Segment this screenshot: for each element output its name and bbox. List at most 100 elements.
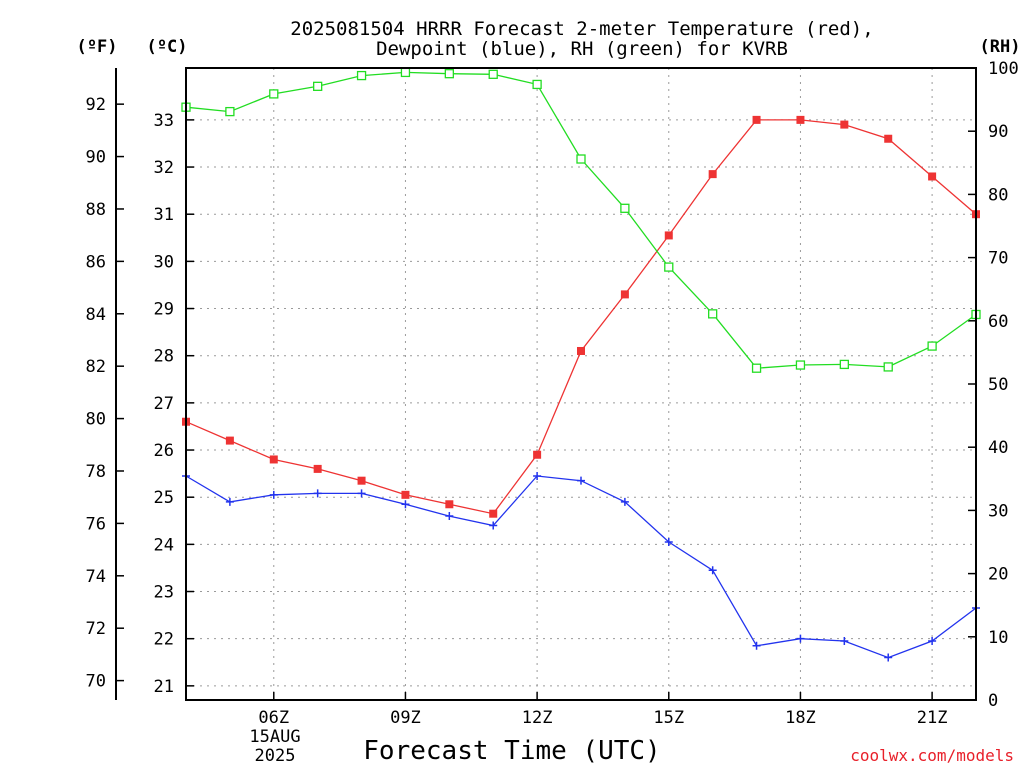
fahrenheit-tick-label: 78 bbox=[86, 462, 106, 482]
rh-point bbox=[313, 81, 323, 91]
rh-tick-label: 90 bbox=[988, 122, 1008, 142]
rh-tick-label: 10 bbox=[988, 628, 1008, 648]
celsius-tick-label: 23 bbox=[154, 583, 174, 603]
dewpoint-point bbox=[445, 512, 454, 521]
temperature-point bbox=[313, 464, 322, 473]
fahrenheit-tick-label: 82 bbox=[86, 357, 106, 377]
fahrenheit-tick-label: 84 bbox=[86, 305, 106, 325]
rh-tick-label: 40 bbox=[988, 438, 1008, 458]
rh-point bbox=[839, 359, 849, 370]
fahrenheit-tick-label: 72 bbox=[86, 619, 106, 639]
x-tick-label: 09Z bbox=[390, 708, 421, 728]
celsius-axis: 21 22 23 24 25 26 27 28 29 30 31 32 33 bbox=[154, 111, 194, 697]
fahrenheit-tick-label: 88 bbox=[86, 200, 106, 220]
x-axis: 06Z 09Z 12Z 15Z 18Z 21Z bbox=[258, 692, 947, 728]
dewpoint-line bbox=[185, 475, 977, 659]
temperature-point bbox=[708, 170, 717, 179]
celsius-unit-label: (ºC) bbox=[147, 37, 188, 57]
temperature-point bbox=[928, 172, 937, 181]
dewpoint-point bbox=[489, 521, 498, 530]
rh-unit-label: (RH) bbox=[980, 37, 1021, 57]
rh-line bbox=[185, 71, 977, 369]
x-tick-label: 06Z bbox=[258, 708, 289, 728]
fahrenheit-tick-label: 76 bbox=[86, 514, 106, 534]
celsius-tick-label: 28 bbox=[154, 347, 174, 367]
rh-tick-label: 80 bbox=[988, 185, 1008, 205]
celsius-tick-label: 21 bbox=[154, 677, 174, 697]
temperature-point bbox=[664, 231, 673, 240]
celsius-tick-label: 24 bbox=[154, 535, 174, 555]
rh-tick-label: 60 bbox=[988, 312, 1008, 332]
x-tick-label: 15Z bbox=[653, 708, 684, 728]
temperature-point bbox=[840, 120, 849, 129]
rh-point bbox=[225, 106, 235, 117]
rh-tick-label: 20 bbox=[988, 565, 1008, 585]
rh-point bbox=[269, 89, 279, 99]
celsius-tick-label: 26 bbox=[154, 441, 174, 461]
temperature-point bbox=[357, 476, 366, 485]
dewpoint-point bbox=[840, 637, 849, 646]
rh-point bbox=[488, 69, 498, 79]
temperature-point bbox=[489, 509, 498, 518]
dewpoint-point bbox=[401, 500, 410, 509]
temperature-point bbox=[533, 450, 542, 459]
chart-title-line-1: 2025081504 HRRR Forecast 2-meter Tempera… bbox=[290, 18, 873, 40]
temperature-point bbox=[577, 346, 585, 355]
rh-tick-label: 30 bbox=[988, 501, 1008, 521]
source-credit: coolwx.com/models bbox=[850, 746, 1014, 765]
celsius-tick-label: 31 bbox=[154, 205, 174, 225]
rh-point bbox=[708, 309, 718, 319]
temperature-point bbox=[401, 490, 410, 499]
temperature-point bbox=[620, 290, 629, 299]
dewpoint-point bbox=[357, 489, 366, 498]
celsius-tick-label: 29 bbox=[154, 300, 174, 320]
temperature-point bbox=[752, 115, 761, 124]
fahrenheit-axis: 70 72 74 76 78 80 82 84 86 88 90 92 bbox=[86, 68, 124, 700]
dewpoint-point bbox=[225, 497, 234, 506]
rh-point bbox=[532, 79, 542, 90]
fahrenheit-tick-label: 80 bbox=[86, 410, 106, 430]
fahrenheit-tick-label: 74 bbox=[86, 567, 106, 587]
dewpoint-point bbox=[620, 497, 629, 506]
temperature-point bbox=[884, 134, 893, 143]
fahrenheit-tick-label: 70 bbox=[86, 672, 106, 692]
temperature-point bbox=[269, 455, 278, 464]
date-label-day: 15AUG bbox=[249, 727, 300, 747]
temperature-point bbox=[796, 115, 805, 124]
dewpoint-point bbox=[796, 634, 805, 643]
rh-point bbox=[400, 67, 411, 78]
rh-point bbox=[356, 70, 367, 81]
data-series bbox=[181, 67, 981, 662]
dewpoint-point bbox=[577, 476, 585, 485]
dewpoint-point bbox=[708, 566, 717, 575]
temperature-point bbox=[225, 436, 234, 445]
x-tick-label: 21Z bbox=[917, 708, 948, 728]
temperature-line bbox=[185, 119, 977, 515]
plot-frame bbox=[185, 67, 977, 701]
rh-tick-label: 70 bbox=[988, 249, 1008, 269]
rh-tick-label: 0 bbox=[988, 691, 998, 711]
rh-point bbox=[444, 69, 454, 79]
rh-axis: 0 10 20 30 40 50 60 70 80 90 100 bbox=[968, 59, 1019, 711]
rh-point bbox=[883, 362, 893, 372]
dewpoint-point bbox=[928, 637, 937, 646]
grid-lines bbox=[186, 68, 976, 700]
rh-point bbox=[664, 262, 674, 272]
dewpoint-point bbox=[664, 538, 673, 546]
x-tick-label: 18Z bbox=[785, 708, 816, 728]
dewpoint-point bbox=[313, 489, 322, 498]
fahrenheit-tick-label: 86 bbox=[86, 252, 106, 272]
x-axis-title: Forecast Time (UTC) bbox=[363, 736, 660, 766]
rh-point bbox=[620, 203, 630, 213]
dewpoint-point bbox=[269, 490, 278, 499]
chart-title-line-2: Dewpoint (blue), RH (green) for KVRB bbox=[376, 38, 788, 60]
fahrenheit-tick-label: 90 bbox=[86, 148, 106, 168]
celsius-tick-label: 32 bbox=[154, 158, 174, 178]
celsius-tick-label: 27 bbox=[154, 394, 174, 414]
rh-tick-label: 50 bbox=[988, 375, 1008, 395]
fahrenheit-unit-label: (ºF) bbox=[77, 37, 118, 57]
celsius-tick-label: 25 bbox=[154, 488, 174, 508]
celsius-tick-label: 30 bbox=[154, 252, 174, 272]
rh-point bbox=[795, 360, 806, 370]
